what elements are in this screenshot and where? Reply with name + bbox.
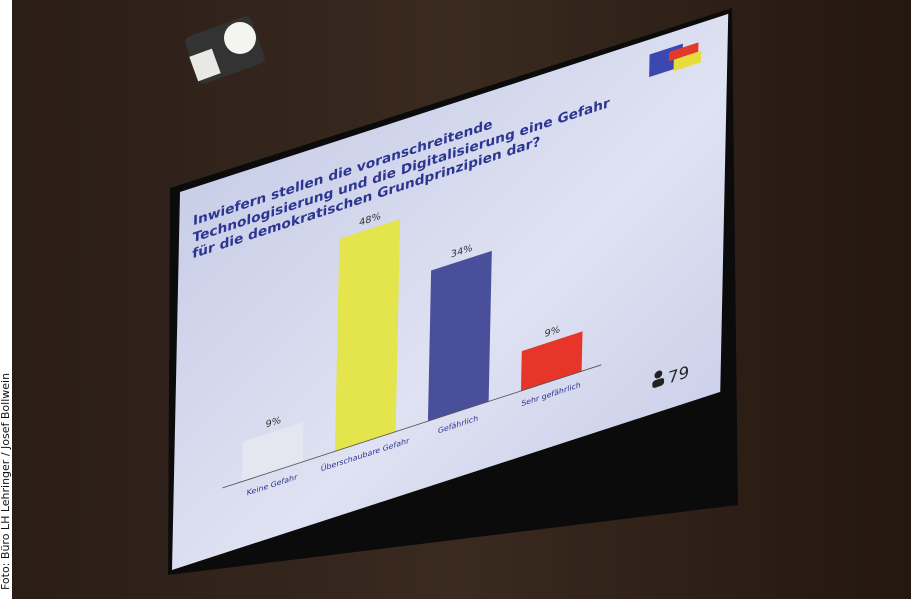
baseline <box>222 364 602 489</box>
participant-count: 79 <box>668 361 690 387</box>
photo-credit: Foto: Büro LH Lehringer / Josef Bollwein <box>0 373 12 590</box>
bar <box>427 250 492 422</box>
bar <box>520 331 583 391</box>
screen: Inwiefern stellen die voranschreitende T… <box>171 13 729 571</box>
person-icon-body <box>652 378 665 388</box>
participants: 79 <box>652 361 690 388</box>
person-icon <box>654 370 663 379</box>
value-label: 9% <box>265 415 281 431</box>
logo <box>649 42 702 78</box>
bar <box>334 219 401 452</box>
credit-strip <box>0 0 12 599</box>
spotlight <box>185 16 265 84</box>
bar <box>241 422 304 482</box>
value-label: 9% <box>544 324 560 340</box>
